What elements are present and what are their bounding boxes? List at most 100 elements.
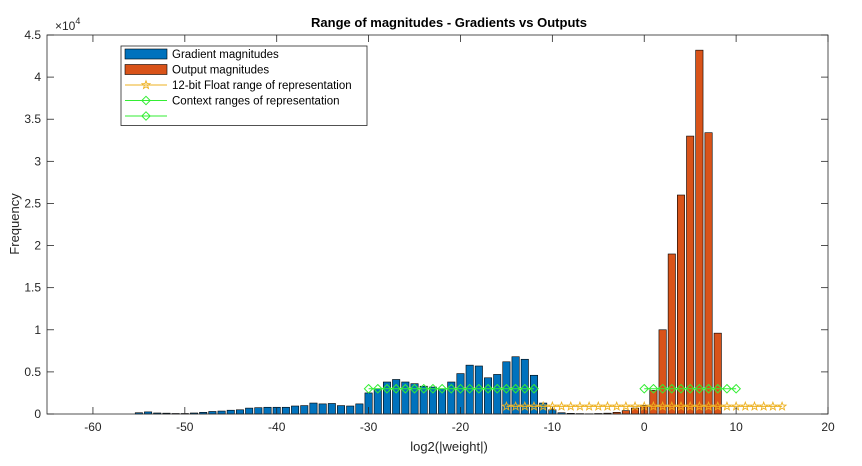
bar: [346, 405, 355, 415]
bar: [695, 49, 704, 415]
diamond-marker: [519, 383, 530, 394]
bar: [621, 410, 630, 415]
legend-diamond-icon: [141, 95, 151, 106]
bar: [428, 386, 437, 415]
legend-entry: Context ranges of representation: [125, 96, 340, 108]
star-marker: [537, 400, 549, 411]
diamond-marker: [473, 383, 484, 394]
star-marker: [583, 400, 595, 411]
bar: [291, 405, 300, 415]
star-marker: [611, 400, 622, 411]
bar: [493, 374, 502, 415]
series-4: [639, 383, 742, 394]
bar: [465, 364, 474, 415]
y-axis-exponent-power: 4: [75, 16, 80, 26]
y-tick-label: 3.5: [24, 112, 41, 126]
bar: [410, 383, 419, 415]
x-tick-label: -30: [360, 420, 378, 434]
diamond-marker: [703, 383, 714, 394]
star-marker: [758, 400, 769, 411]
bar: [309, 402, 318, 415]
diamond-marker: [483, 383, 493, 394]
bar: [677, 194, 685, 415]
chart-title: Range of magnitudes - Gradients vs Outpu…: [311, 15, 587, 30]
diamond-marker: [639, 383, 650, 394]
diamond-marker: [418, 383, 429, 394]
y-axis-exponent-base: ×10: [55, 19, 76, 33]
diamond-marker: [676, 383, 686, 394]
diamond-marker: [648, 383, 659, 394]
legend-label: Context ranges of representation: [172, 96, 340, 108]
star-marker: [602, 400, 613, 411]
series-3: [363, 383, 539, 394]
x-tick-label: 20: [821, 420, 835, 434]
diamond-marker: [400, 383, 411, 394]
legend-entry: Output magnitudes: [124, 64, 269, 77]
star-marker: [629, 400, 641, 411]
bar: [217, 410, 226, 415]
bar: [355, 403, 364, 415]
x-tick-label: 10: [729, 420, 743, 434]
y-tick-label: 2: [34, 239, 41, 253]
diamond-marker: [409, 383, 420, 394]
bar: [686, 135, 695, 415]
x-tick-label: -10: [544, 420, 562, 434]
y-tick-label: 1.5: [24, 281, 41, 295]
bar: [254, 407, 263, 415]
diamond-marker: [731, 383, 742, 394]
diamond-marker: [510, 383, 521, 394]
y-tick-label: 4.5: [24, 28, 41, 42]
diamond-marker: [712, 383, 723, 394]
series-1: [585, 49, 722, 415]
bar: [263, 406, 272, 415]
legend-entry: Gradient magnitudes: [124, 48, 279, 61]
x-tick-label: 0: [641, 420, 648, 434]
x-tick-label: -60: [84, 420, 102, 434]
legend-diamond-icon: [141, 111, 151, 121]
diamond-marker: [427, 383, 438, 394]
x-tick-label: -50: [176, 420, 194, 434]
y-tick-label: 0: [34, 407, 41, 421]
star-marker: [749, 400, 760, 411]
legend-entry: 12-bit Float range of representation: [125, 79, 352, 92]
y-tick-label: 3: [34, 154, 41, 168]
legend-swatch: [124, 48, 168, 60]
diamond-marker: [722, 383, 732, 394]
diamond-marker: [372, 383, 383, 394]
y-tick-label: 4: [34, 70, 41, 84]
star-marker: [620, 400, 632, 411]
legend-star-icon: [140, 79, 152, 90]
star-marker: [501, 400, 512, 411]
axes: -60 -50 -40 -30 -20 -10 0 10 20 0 0.5 1 1.5 2 2.5 3 3.5 4…: [24, 28, 835, 434]
star-marker: [694, 400, 705, 411]
star-marker: [574, 400, 586, 411]
diamond-marker: [464, 383, 475, 394]
x-tick-label: -20: [452, 420, 470, 434]
diamond-marker: [694, 383, 705, 394]
star-marker: [703, 400, 714, 411]
diamond-marker: [529, 383, 539, 394]
y-tick-label: 2.5: [24, 196, 41, 210]
axes-box: [46, 34, 829, 415]
series-0: [134, 356, 584, 415]
y-axis-label: Frequency: [7, 193, 22, 255]
bar: [704, 132, 713, 415]
star-marker: [712, 400, 723, 411]
bar: [226, 409, 235, 415]
legend-label: 12-bit Float range of representation: [172, 80, 352, 92]
legend-label: Output magnitudes: [172, 65, 269, 77]
star-marker: [721, 400, 733, 411]
legend-entry: [125, 111, 167, 121]
diamond-marker: [455, 383, 466, 394]
star-marker: [666, 400, 678, 411]
star-marker: [675, 400, 687, 411]
legend-label: Gradient magnitudes: [172, 49, 279, 61]
diamond-marker: [501, 383, 512, 394]
star-marker: [740, 400, 751, 411]
x-tick-label: -40: [268, 420, 286, 434]
star-marker: [556, 400, 567, 411]
series-layer: [134, 49, 788, 415]
star-marker: [565, 400, 576, 411]
bar: [235, 409, 244, 415]
diamond-marker: [492, 383, 503, 394]
